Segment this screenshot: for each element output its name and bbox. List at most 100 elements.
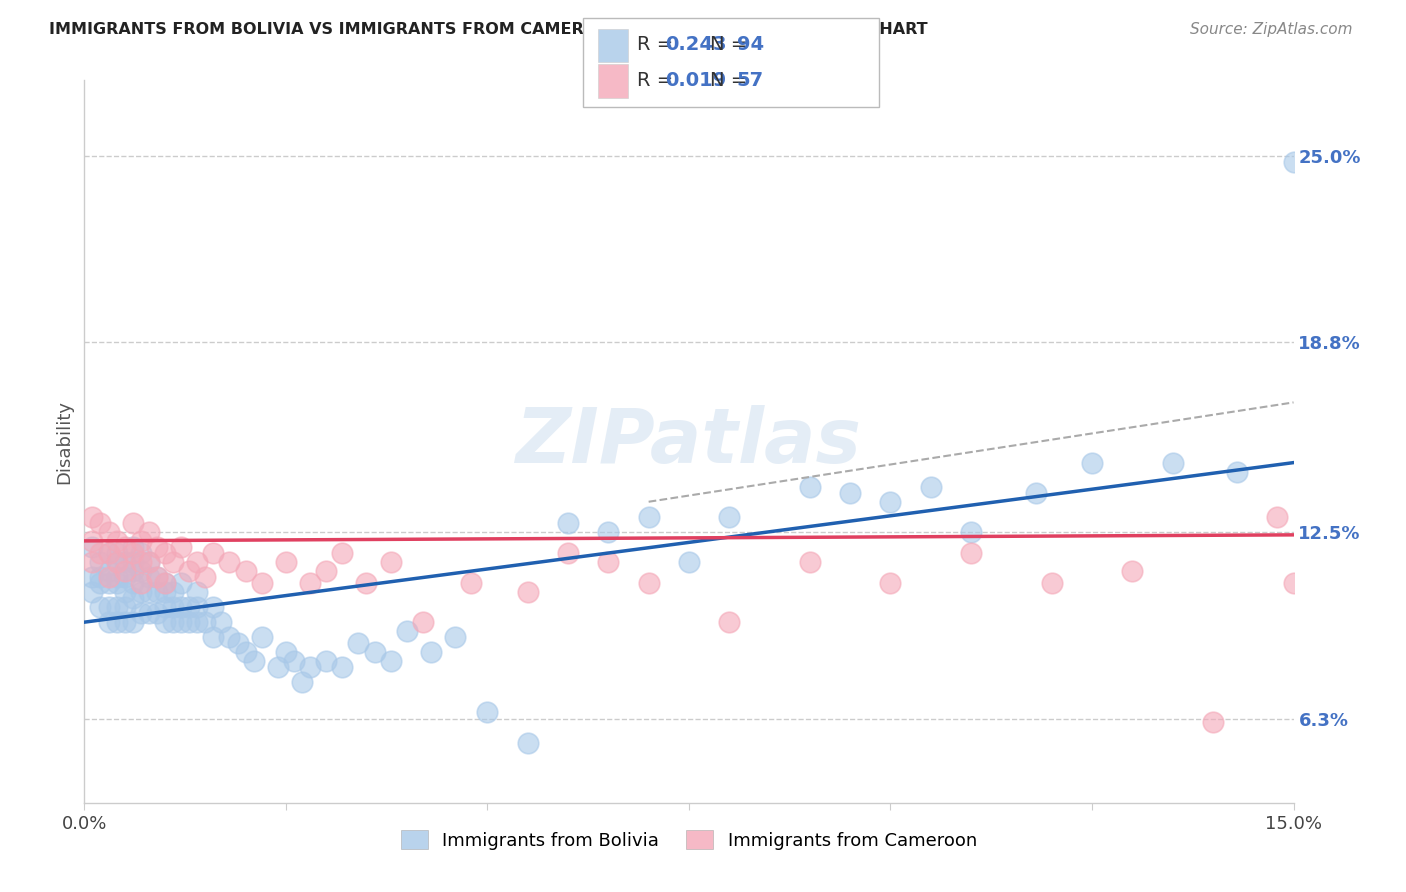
Point xyxy=(89,600,111,615)
Text: Source: ZipAtlas.com: Source: ZipAtlas.com xyxy=(1189,22,1353,37)
Point xyxy=(477,706,499,720)
Point xyxy=(89,576,111,591)
Point xyxy=(598,524,620,539)
Point xyxy=(146,585,169,599)
Point xyxy=(235,564,257,578)
Point xyxy=(97,564,120,578)
Point xyxy=(250,630,273,644)
Point xyxy=(146,606,169,620)
Point xyxy=(218,630,240,644)
Point xyxy=(799,480,821,494)
Point xyxy=(516,735,538,749)
Point xyxy=(121,591,143,606)
Point xyxy=(1323,615,1346,630)
Point xyxy=(129,546,152,560)
Point xyxy=(138,570,160,584)
Point xyxy=(1161,456,1184,470)
Point xyxy=(380,555,402,569)
Point xyxy=(637,509,659,524)
Point xyxy=(637,576,659,591)
Point xyxy=(179,564,201,578)
Point xyxy=(97,546,120,560)
Legend: Immigrants from Bolivia, Immigrants from Cameroon: Immigrants from Bolivia, Immigrants from… xyxy=(392,822,986,859)
Point xyxy=(129,533,152,548)
Point xyxy=(839,485,862,500)
Point xyxy=(170,600,193,615)
Point xyxy=(186,600,208,615)
Point xyxy=(1347,555,1369,569)
Point xyxy=(105,546,128,560)
Point xyxy=(129,576,152,591)
Point xyxy=(1025,485,1047,500)
Text: ZIPatlas: ZIPatlas xyxy=(516,405,862,478)
Point xyxy=(82,540,104,554)
Point xyxy=(1282,154,1305,169)
Point xyxy=(557,516,579,530)
Point xyxy=(330,546,353,560)
Text: R =: R = xyxy=(637,35,679,54)
Y-axis label: Disability: Disability xyxy=(55,400,73,483)
Point xyxy=(1121,564,1143,578)
Point xyxy=(1388,375,1406,389)
Text: N =: N = xyxy=(710,70,754,90)
Point xyxy=(105,533,128,548)
Point xyxy=(153,585,176,599)
Point xyxy=(153,546,176,560)
Point xyxy=(129,585,152,599)
Point xyxy=(97,600,120,615)
Point xyxy=(114,585,136,599)
Point xyxy=(82,555,104,569)
Point xyxy=(250,576,273,591)
Point xyxy=(598,555,620,569)
Point xyxy=(153,600,176,615)
Point xyxy=(114,564,136,578)
Point xyxy=(97,546,120,560)
Point xyxy=(105,555,128,569)
Point xyxy=(138,585,160,599)
Point xyxy=(162,600,184,615)
Point xyxy=(138,524,160,539)
Point xyxy=(121,576,143,591)
Point xyxy=(121,516,143,530)
Text: 0.019: 0.019 xyxy=(665,70,727,90)
Point xyxy=(114,555,136,569)
Point xyxy=(82,533,104,548)
Point xyxy=(209,615,232,630)
Point xyxy=(170,540,193,554)
Point xyxy=(170,576,193,591)
Point xyxy=(960,524,983,539)
Point xyxy=(1202,714,1225,729)
Point xyxy=(97,524,120,539)
Point xyxy=(363,645,385,659)
Point xyxy=(89,516,111,530)
Point xyxy=(114,615,136,630)
Point xyxy=(283,654,305,668)
Point xyxy=(291,675,314,690)
Point xyxy=(1267,509,1289,524)
Point xyxy=(114,570,136,584)
Point xyxy=(799,555,821,569)
Point xyxy=(114,600,136,615)
Point xyxy=(460,576,482,591)
Point xyxy=(105,576,128,591)
Point xyxy=(444,630,467,644)
Point xyxy=(89,555,111,569)
Point xyxy=(412,615,434,630)
Point xyxy=(89,546,111,560)
Point xyxy=(105,600,128,615)
Point xyxy=(202,600,225,615)
Point xyxy=(356,576,378,591)
Point xyxy=(274,555,297,569)
Point xyxy=(1081,456,1104,470)
Point xyxy=(395,624,418,639)
Point xyxy=(1226,465,1249,479)
Point xyxy=(179,600,201,615)
Point xyxy=(186,555,208,569)
Point xyxy=(82,585,104,599)
Point xyxy=(153,615,176,630)
Point xyxy=(129,606,152,620)
Point xyxy=(226,636,249,650)
Point xyxy=(153,576,176,591)
Point xyxy=(330,660,353,674)
Point xyxy=(105,615,128,630)
